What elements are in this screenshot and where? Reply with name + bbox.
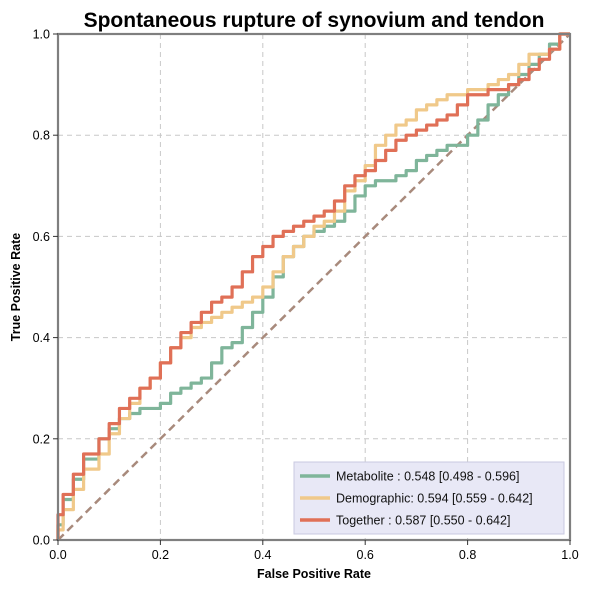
y-tick-label: 0.4 xyxy=(33,331,50,345)
x-tick-label: 0.0 xyxy=(49,548,66,562)
y-axis-ticks: 0.0 0.2 0.4 0.6 0.8 1.0 xyxy=(33,28,58,548)
y-tick-label: 0.8 xyxy=(33,129,50,143)
y-tick-label: 0.2 xyxy=(33,432,50,446)
legend-box xyxy=(293,461,565,535)
x-axis-label: False Positive Rate xyxy=(257,567,371,581)
roc-curves xyxy=(56,32,570,540)
x-tick-label: 0.6 xyxy=(357,548,374,562)
y-axis-label: True Positive Rate xyxy=(9,233,23,341)
y-tick-label: 1.0 xyxy=(33,28,50,42)
y-tick-label: 0.6 xyxy=(33,230,50,244)
series-line-together xyxy=(56,32,570,540)
legend: Metabolite : 0.548 [0.498 - 0.596] Demogr… xyxy=(293,461,565,535)
x-tick-label: 0.2 xyxy=(152,548,169,562)
x-tick-label: 0.4 xyxy=(254,548,271,562)
chart-title: Spontaneous rupture of synovium and tend… xyxy=(84,9,545,32)
x-axis-ticks: 0.0 0.2 0.4 0.6 0.8 1.0 xyxy=(49,540,579,562)
plot-frame xyxy=(56,32,572,542)
legend-entry: Demographic: 0.594 [0.559 - 0.642] xyxy=(336,492,533,506)
chance-line xyxy=(57,33,571,541)
legend-entry: Together : 0.587 [0.550 - 0.642] xyxy=(336,514,510,528)
x-tick-label: 0.8 xyxy=(459,548,476,562)
series-line-demographic xyxy=(56,32,570,540)
x-tick-label: 1.0 xyxy=(561,548,578,562)
y-tick-label: 0.0 xyxy=(33,534,50,548)
legend-entry: Metabolite : 0.548 [0.498 - 0.596] xyxy=(336,470,519,484)
chance-diagonal xyxy=(57,33,571,541)
